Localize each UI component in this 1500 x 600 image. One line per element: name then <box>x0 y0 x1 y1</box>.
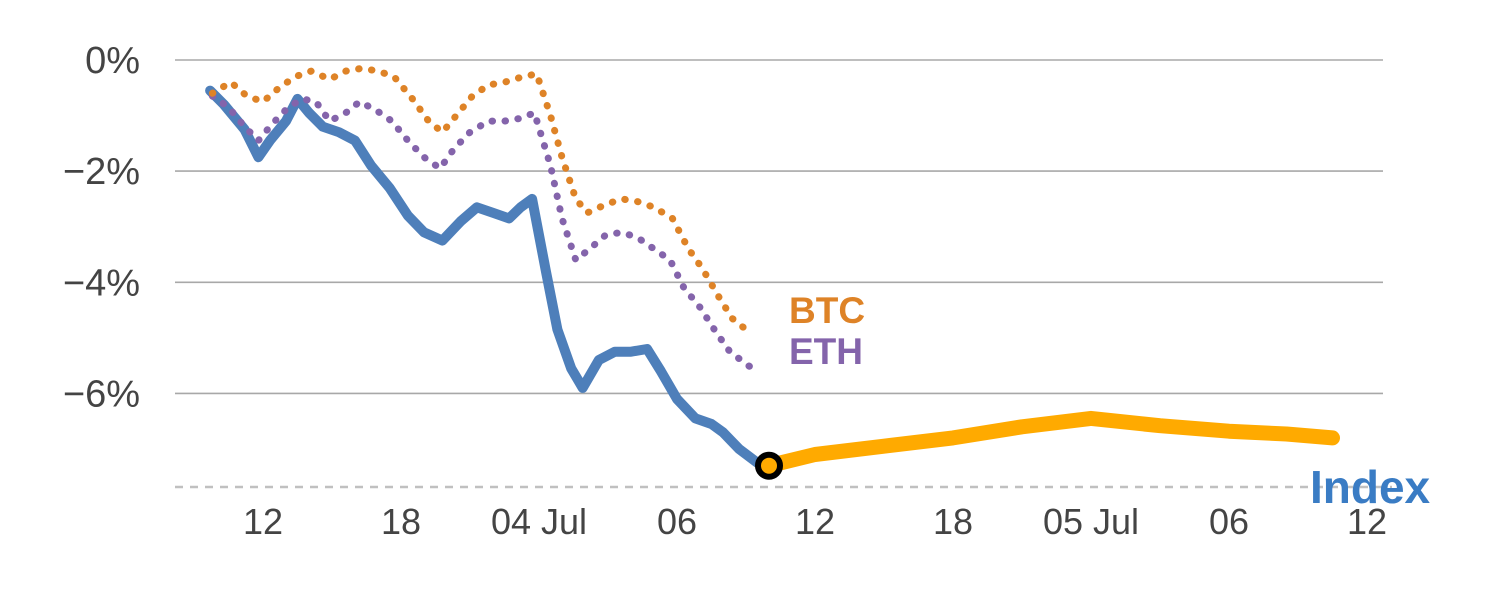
index-series-label: Index <box>1310 461 1431 513</box>
y-tick-label: 0% <box>85 40 140 82</box>
x-tick-label: 05 Jul <box>1043 501 1139 542</box>
series-line-index <box>205 85 774 471</box>
x-tick-label: 06 <box>657 501 697 542</box>
x-tick-label: 18 <box>933 501 973 542</box>
x-tick-label: 12 <box>795 501 835 542</box>
x-tick-label: 04 Jul <box>491 501 587 542</box>
eth-series-label: ETH <box>789 331 863 372</box>
y-tick-label: −2% <box>63 151 140 193</box>
series-line-index-orange-segment <box>761 410 1340 474</box>
series-line-eth <box>208 92 761 375</box>
x-tick-label: 18 <box>381 501 421 542</box>
x-tick-label: 12 <box>1347 501 1387 542</box>
y-tick-label: −4% <box>63 262 140 304</box>
x-tick-label: 12 <box>243 501 283 542</box>
btc-series-label: BTC <box>789 290 866 331</box>
y-tick-label: −6% <box>63 373 140 415</box>
x-tick-label: 06 <box>1209 501 1249 542</box>
current-point-marker <box>755 451 783 480</box>
series-line-btc <box>208 64 750 333</box>
